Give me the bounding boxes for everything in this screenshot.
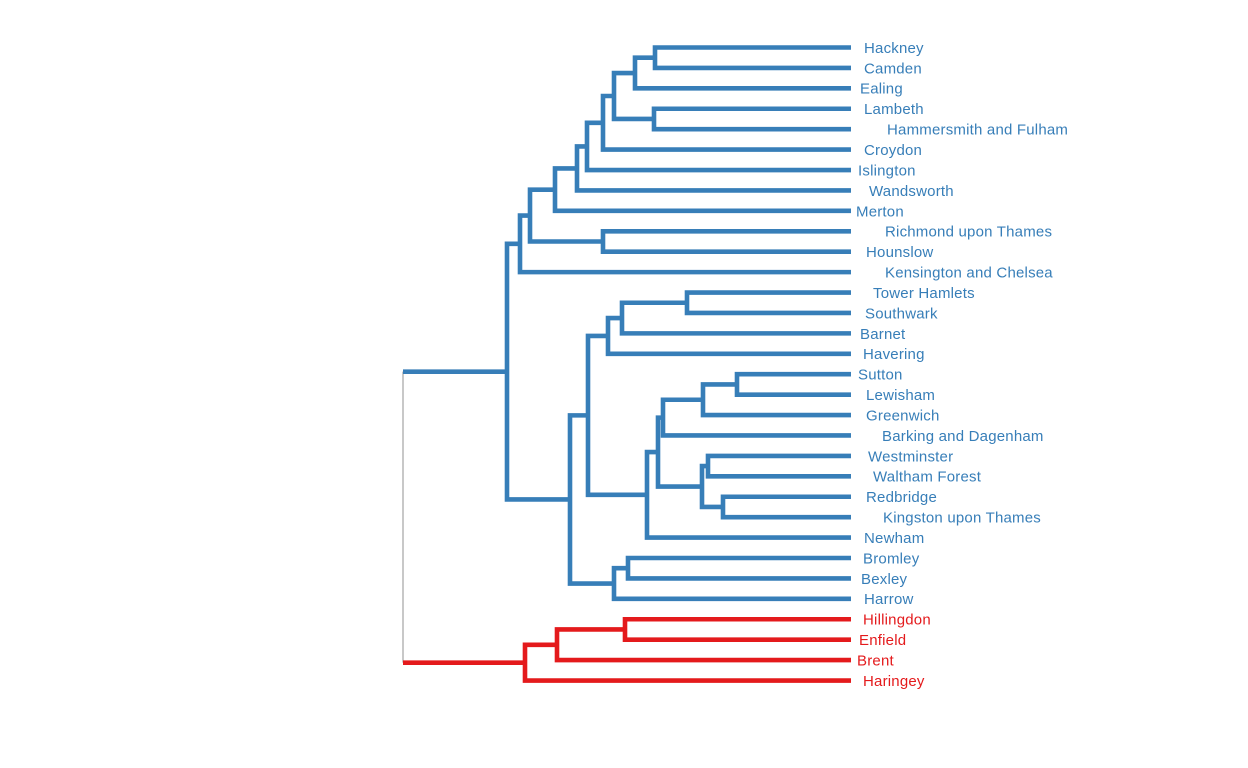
leaf-label-hillingdon: Hillingdon: [863, 612, 931, 629]
dendrogram-link-m30: [522, 642, 851, 683]
leaf-label-camden: Camden: [864, 60, 922, 77]
dendrogram-link-m17: [660, 397, 851, 438]
leaf-label-ealing: Ealing: [860, 81, 903, 98]
leaf-label-westminster: Westminster: [868, 448, 953, 465]
dendrogram-link-m23: [585, 333, 647, 498]
dendrogram-link-m15: [734, 371, 851, 397]
leaf-label-merton: Merton: [856, 203, 904, 220]
leaf-label-croydon: Croydon: [864, 142, 922, 159]
dendrogram-link-m3: [651, 106, 851, 132]
leaf-label-haringey: Haringey: [863, 673, 925, 690]
dendrogram-link-m16: [700, 382, 851, 418]
leaf-label-kensington-and-chelsea: Kensington and Chelsea: [885, 265, 1053, 282]
dendrogram-link-m28: [622, 616, 851, 642]
leaf-label-hammersmith-and-fulham: Hammersmith and Fulham: [887, 122, 1068, 139]
dendrogram-link-m20: [699, 463, 723, 510]
leaf-label-waltham-forest: Waltham Forest: [873, 469, 982, 486]
dendrogram-labels-layer: Hackney Camden Ealing Lambeth Hammersmith an…: [856, 40, 1068, 690]
dendrogram-link-m18: [705, 453, 851, 479]
leaf-label-richmond-upon-thames: Richmond upon Thames: [885, 224, 1052, 241]
leaf-label-redbridge: Redbridge: [866, 489, 937, 506]
leaf-label-greenwich: Greenwich: [866, 407, 940, 424]
dendrogram-link-m26: [567, 413, 614, 586]
leaf-label-havering: Havering: [863, 346, 925, 363]
leaf-label-islington: Islington: [858, 162, 916, 179]
leaf-label-southwark: Southwark: [865, 305, 938, 322]
dendrogram-link-m1: [652, 45, 851, 71]
dendrogram-link-m29: [554, 627, 851, 663]
dendrogram-link-m10: [527, 187, 603, 244]
leaf-label-barnet: Barnet: [860, 326, 906, 343]
leaf-label-wandsworth: Wandsworth: [869, 183, 954, 200]
dendrogram-link-m19: [720, 494, 851, 520]
dendrogram-link-m14: [605, 315, 851, 357]
leaf-label-kingston-upon-thames: Kingston upon Thames: [883, 510, 1041, 527]
leaf-label-hackney: Hackney: [864, 40, 924, 57]
dendrogram-link-m2: [632, 55, 851, 91]
leaf-label-brent: Brent: [857, 653, 894, 670]
leaf-label-enfield: Enfield: [859, 632, 906, 649]
dendrogram-link-m12: [684, 290, 851, 316]
leaf-label-tower-hamlets: Tower Hamlets: [873, 285, 975, 302]
dendrogram-link-m13: [619, 300, 851, 336]
dendrogram-link-m11: [517, 213, 851, 275]
leaf-label-bexley: Bexley: [861, 571, 908, 588]
leaf-label-hounslow: Hounslow: [866, 244, 933, 261]
dendrogram-links-layer: [402, 45, 851, 683]
leaf-label-lambeth: Lambeth: [864, 101, 924, 118]
dendrogram-link-m24: [625, 555, 851, 581]
leaf-label-barking-and-dagenham: Barking and Dagenham: [882, 428, 1044, 445]
leaf-label-sutton: Sutton: [858, 367, 903, 384]
dendrogram-link-m27: [504, 241, 570, 502]
dendrogram-link-m9: [600, 228, 851, 254]
leaf-label-harrow: Harrow: [864, 591, 914, 608]
leaf-label-newham: Newham: [864, 530, 924, 547]
leaf-label-lewisham: Lewisham: [866, 387, 935, 404]
dendrogram-link-m25: [611, 565, 851, 602]
leaf-label-bromley: Bromley: [863, 550, 920, 567]
dendrogram-link-m5: [600, 93, 851, 152]
